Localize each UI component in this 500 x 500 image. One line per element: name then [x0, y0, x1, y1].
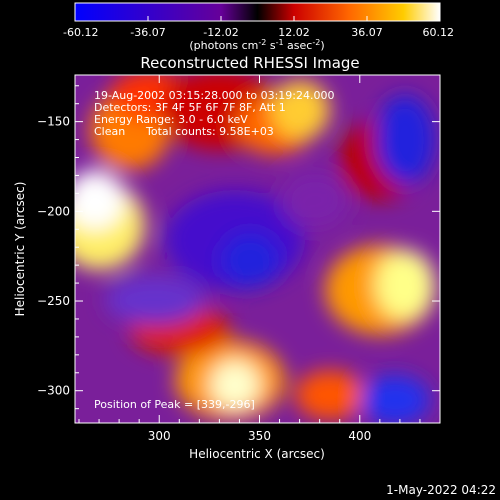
footer-date: 1-May-2022 04:22: [386, 483, 496, 497]
colorbar-tick-label: -60.12: [63, 26, 98, 39]
colorbar-tick-label: 36.07: [351, 26, 383, 39]
colorbar-ticks: -60.12 -36.07 -12.02 12.02 36.07 60.12: [63, 16, 454, 39]
plot-frame: [74, 74, 441, 424]
annotation-method: Clean: [94, 125, 125, 138]
annotation-time-range: 19-Aug-2002 03:15:28.000 to 03:19:24.000: [94, 89, 335, 102]
x-tick-label: 400: [348, 429, 371, 443]
y-tick-label: −300: [37, 384, 70, 398]
annotation-energy: Energy Range: 3.0 - 6.0 keV: [94, 113, 248, 126]
x-tick-label: 300: [148, 429, 171, 443]
x-tick-label: 350: [248, 429, 271, 443]
y-tick-label: −150: [37, 115, 70, 129]
annotation-detectors: Detectors: 3F 4F 5F 6F 7F 8F, Att 1: [94, 101, 286, 114]
x-axis: 300 350 400: [78, 75, 441, 443]
y-axis: −150 −200 −250 −300: [37, 85, 440, 410]
y-tick-label: −200: [37, 204, 70, 218]
annotation-total-counts: Total counts: 9.58E+03: [145, 125, 274, 138]
annotation-peak: Position of Peak = [339,-296]: [94, 398, 255, 411]
annotations: 19-Aug-2002 03:15:28.000 to 03:19:24.000…: [94, 89, 335, 411]
colorbar-tick-label: 60.12: [423, 26, 455, 39]
y-tick-label: −250: [37, 294, 70, 308]
heatmap-image: [75, 75, 440, 423]
colorbar-tick-label: -12.02: [203, 26, 238, 39]
colorbar-gradient: [74, 2, 441, 22]
y-axis-label: Heliocentric Y (arcsec): [13, 182, 27, 317]
colorbar-units: (photons cm-2 s-1 asec-2): [189, 38, 324, 52]
chart-title: Reconstructed RHESSI Image: [140, 54, 359, 72]
colorbar-tick-label: 12.02: [278, 26, 310, 39]
x-axis-label: Heliocentric X (arcsec): [189, 447, 325, 461]
colorbar: -60.12 -36.07 -12.02 12.02 36.07 60.12 (photo…: [63, 2, 454, 52]
colorbar-tick-label: -36.07: [130, 26, 165, 39]
